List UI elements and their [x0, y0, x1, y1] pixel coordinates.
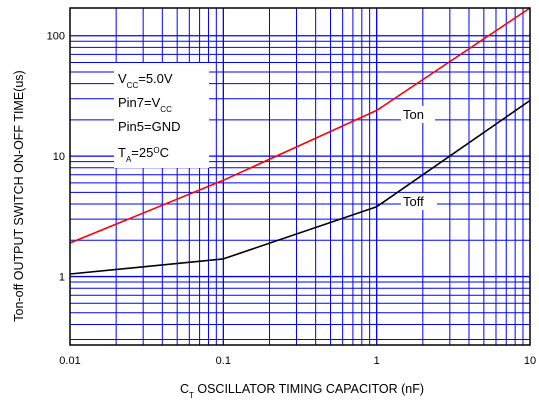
series-label-background [401, 106, 435, 123]
series-line-ton [69, 7, 531, 244]
series-label-background [401, 193, 437, 210]
y-tick-label: 100 [47, 31, 65, 43]
condition-pin7: Pin7=VCC [118, 95, 172, 114]
series-label-toff: Toff [403, 194, 424, 209]
x-tick-label: 0.1 [216, 355, 231, 367]
x-tick-label: 1 [374, 355, 380, 367]
series-line-toff [69, 99, 531, 275]
condition-pin5: Pin5=GND [118, 119, 181, 134]
y-tick-label: 1 [59, 272, 65, 284]
series-layer: Ton Toff [69, 7, 531, 275]
x-tick-labels: 0.01 0.1 1 10 [59, 355, 536, 367]
conditions-box-background [114, 63, 209, 168]
x-axis-title: CT OSCILLATOR TIMING CAPACITOR (nF) [180, 382, 424, 400]
y-axis-title: Ton-off OUTPUT SWITCH ON-OFF TIME(us) [12, 70, 26, 321]
y-tick-labels: 1 10 100 [47, 31, 65, 284]
y-tick-label: 10 [53, 151, 65, 163]
condition-ta: TA=25OC [118, 145, 169, 164]
grid-major [70, 8, 530, 345]
condition-vcc: VCC=5.0V [118, 71, 173, 90]
x-tick-label: 0.01 [59, 355, 80, 367]
x-tick-label: 10 [524, 355, 536, 367]
series-label-ton: Ton [403, 107, 424, 122]
conditions-box: VCC=5.0V Pin7=VCC Pin5=GND TA=25OC [114, 63, 209, 168]
plot-border [69, 7, 531, 346]
